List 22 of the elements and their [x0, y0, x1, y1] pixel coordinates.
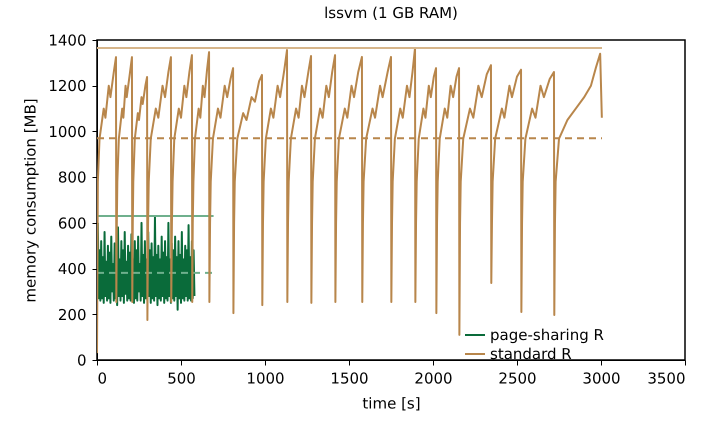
x-tick-label: 3000 — [582, 370, 621, 388]
y-tick-label: 1200 — [48, 77, 86, 96]
y-tick-label: 200 — [58, 306, 86, 324]
chart-title: lssvm (1 GB RAM) — [324, 4, 458, 22]
x-tick-label: 3500 — [647, 370, 686, 388]
y-tick-label: 1400 — [48, 32, 86, 50]
y-tick-label: 0 — [76, 352, 86, 370]
y-axis-title: memory consumption [MB] — [21, 98, 40, 303]
x-tick-label: 1000 — [246, 370, 285, 388]
x-tick-label: 2000 — [414, 370, 453, 388]
y-tick-label: 400 — [58, 260, 86, 278]
line-series — [97, 216, 196, 311]
x-tick-label: 0 — [98, 370, 108, 388]
x-tick-label: 2500 — [498, 370, 537, 388]
y-tick-label: 600 — [58, 214, 86, 232]
legend-label: standard R — [490, 345, 572, 363]
x-tick-label: 500 — [167, 370, 196, 388]
y-tick-label: 800 — [58, 168, 86, 187]
y-tick-label: 1000 — [48, 122, 86, 141]
legend-label: page-sharing R — [490, 326, 604, 344]
x-axis-title: time [s] — [362, 394, 421, 412]
x-tick-label: 1500 — [330, 370, 369, 388]
